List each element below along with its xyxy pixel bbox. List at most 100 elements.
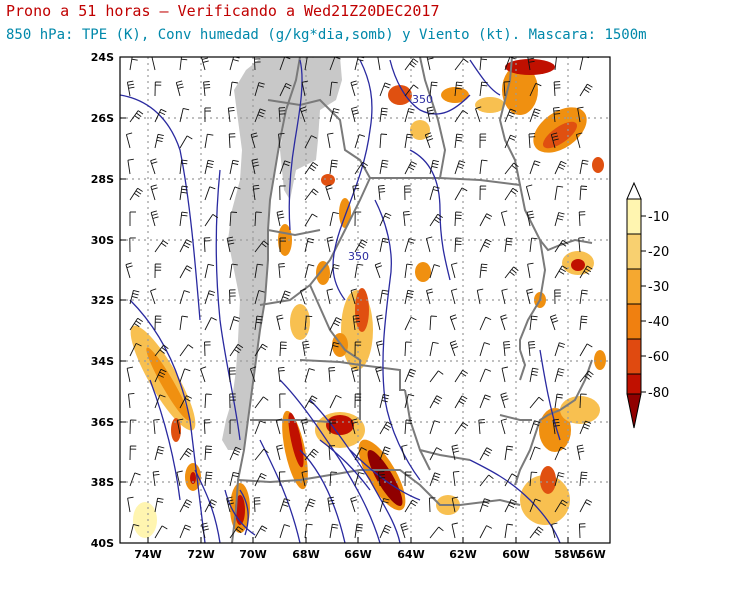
wind-barb-staff [304,213,313,227]
wind-barb-feather [307,504,314,508]
wind-barb-staff [279,290,286,305]
wind-barb-feather [153,470,160,473]
wind-barb-feather [578,237,585,239]
wind-barb-feather [263,396,269,401]
wind-barb-staff [579,265,588,279]
wind-barb-feather [581,315,588,318]
wind-barb-feather [407,374,414,378]
wind-barb-feather [560,160,567,165]
wind-barb-staff [179,212,183,227]
wind-barb-feather [553,106,560,109]
wind-barb-feather [308,237,315,241]
wind-barb-feather [486,447,493,451]
wind-barb-feather [353,320,360,323]
wind-barb-feather [484,450,491,454]
wind-barb-staff [129,188,138,201]
wind-barb-feather [331,159,338,162]
wind-barb-feather [382,237,389,240]
wind-barb-staff [476,290,481,305]
wind-barb-staff [129,343,137,357]
wind-barb-feather [302,80,309,83]
wind-barb-feather [157,136,164,140]
wind-barb-staff [229,82,233,97]
wind-barb-feather [207,159,214,163]
wind-barb-feather [528,55,534,56]
wind-barb-staff [500,316,506,331]
wind-barb-feather [263,448,269,454]
wind-barb-feather [578,450,585,453]
wind-barb-feather [527,262,534,265]
wind-barb-staff [579,160,583,175]
wind-barb-feather [181,58,188,61]
wind-barb-staff [302,342,306,357]
wind-barb-feather [583,88,590,93]
wind-barb-feather [426,288,433,291]
wind-barb-staff [250,134,256,149]
wind-barb-staff [529,83,537,97]
wind-barb-feather [426,106,433,109]
wind-barb-feather [450,340,457,344]
wind-barb-feather [176,83,184,86]
wind-barb-feather [431,165,438,169]
lat-label: 38S [91,476,114,489]
wind-barb-staff [151,57,156,71]
wind-barb-staff [479,264,482,279]
wind-barb-feather [577,444,584,447]
wind-barb-feather [526,184,533,187]
wind-barb-feather [531,318,538,321]
wind-barb-feather [228,106,235,109]
wind-barb-feather [352,109,359,112]
wind-barb-feather [584,423,590,427]
wind-barb-feather [375,262,382,266]
wind-barb-staff [204,134,208,149]
wind-barb-feather [277,447,284,450]
wind-barb-feather [432,159,440,163]
wind-barb-staff [279,57,286,71]
wind-barb-staff [404,108,410,123]
wind-barb-staff [554,447,562,461]
wind-barb-feather [407,133,414,136]
wind-barb-feather [278,370,285,372]
wind-barb-feather [411,60,417,66]
wind-barb-feather [378,474,385,476]
wind-barb-feather [331,526,338,529]
wind-barb-feather [560,502,567,507]
wind-barb-staff [203,237,206,253]
wind-barb-feather [308,368,315,371]
wind-barb-feather [186,395,193,399]
wind-barb-feather [302,340,309,343]
wind-barb-staff [429,264,435,279]
terrain-mask [222,57,300,450]
wind-barb-feather [558,345,565,348]
wind-barb-feather [553,424,560,427]
wind-barb-staff [179,448,189,461]
wind-barb-staff [500,420,506,435]
wind-barb-staff [504,499,512,513]
wind-barb-feather [255,321,263,324]
wind-barb-staff [404,161,412,175]
wind-barb-feather [584,375,590,380]
wind-barb-staff [301,420,306,435]
wind-barb-feather [531,373,538,376]
wind-barb-feather [509,137,515,141]
lat-label: 34S [91,355,114,368]
wind-barb-staff [299,108,306,123]
wind-barb-feather [405,422,412,425]
wind-barb-feather [483,397,490,401]
wind-barb-staff [150,160,156,175]
wind-barb-staff [377,57,381,71]
wind-barb-feather [455,87,462,90]
wind-barb-feather [576,132,583,135]
wind-barb-feather [186,239,193,243]
wind-barb-staff [276,212,281,227]
wind-barb-staff [404,238,410,253]
wind-barb-staff [479,239,487,253]
wind-barb-feather [527,291,534,294]
wind-barb-staff [577,108,581,123]
wind-barb-feather [132,292,139,296]
wind-barb-feather [257,114,264,118]
wind-barb-staff [504,188,514,201]
wind-barb-feather [534,160,541,164]
wind-barb-staff [279,498,285,513]
wind-barb-feather [311,135,318,139]
